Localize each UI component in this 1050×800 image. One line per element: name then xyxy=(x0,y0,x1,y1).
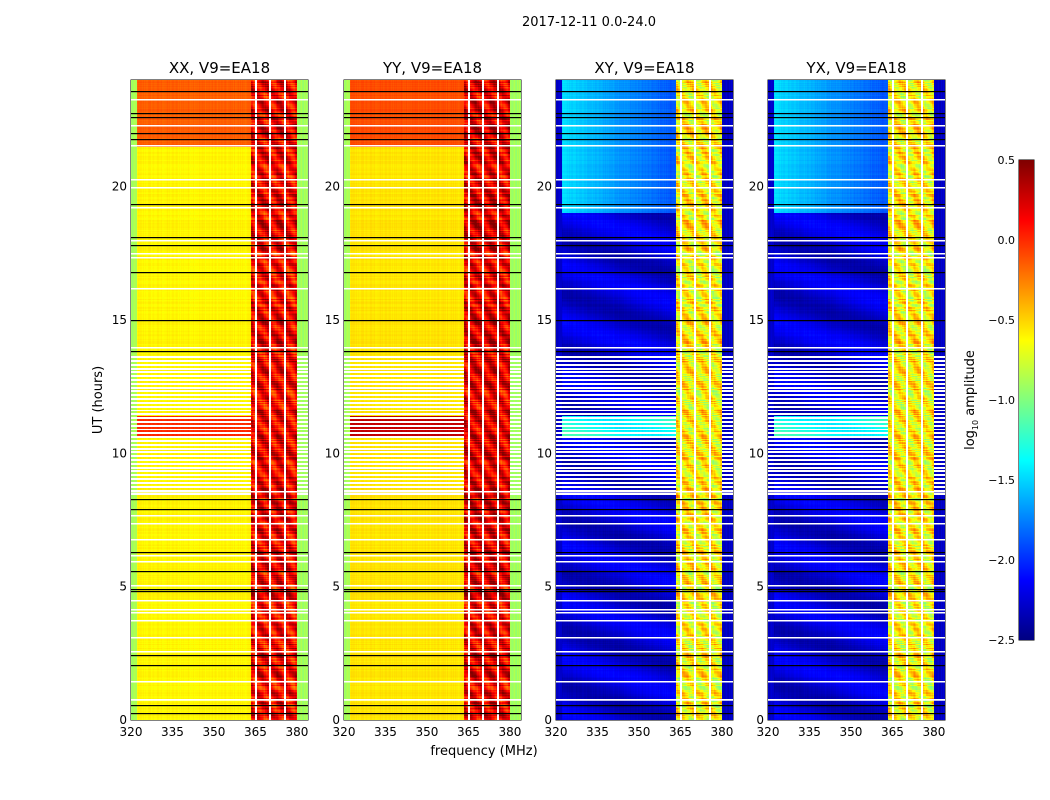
y-tick-label: 10 xyxy=(325,446,340,460)
x-tick-label: 380 xyxy=(922,725,945,739)
x-tick-label: 380 xyxy=(498,725,521,739)
y-tick-label: 15 xyxy=(325,313,340,327)
x-tick-label: 335 xyxy=(374,725,397,739)
colorbar-tick-label: 0.5 xyxy=(998,154,1016,167)
x-tick-label: 335 xyxy=(161,725,184,739)
heatmap-xy xyxy=(556,80,733,720)
x-tick-label: 350 xyxy=(840,725,863,739)
x-axis-label: frequency (MHz) xyxy=(430,744,537,759)
y-tick-label: 20 xyxy=(537,180,552,194)
y-tick-label: 15 xyxy=(749,313,764,327)
y-tick-label: 15 xyxy=(112,313,127,327)
heatmap-xx xyxy=(131,80,308,720)
panel-title: YX, V9=EA18 xyxy=(805,59,906,77)
x-tick-label: 380 xyxy=(710,725,733,739)
panel-title: XY, V9=EA18 xyxy=(594,59,694,77)
y-tick-label: 5 xyxy=(756,580,764,594)
colorbar-tick-label: −1.5 xyxy=(988,474,1015,487)
x-tick-label: 320 xyxy=(757,725,780,739)
colorbar xyxy=(1019,160,1034,640)
y-tick-label: 20 xyxy=(325,180,340,194)
y-tick-label: 15 xyxy=(537,313,552,327)
x-tick-label: 335 xyxy=(798,725,821,739)
colorbar-tick-label: −0.5 xyxy=(988,314,1015,327)
y-tick-label: 10 xyxy=(537,446,552,460)
x-tick-label: 320 xyxy=(545,725,568,739)
x-tick-label: 380 xyxy=(285,725,308,739)
colorbar-tick-label: −2.5 xyxy=(988,634,1015,647)
x-tick-label: 350 xyxy=(203,725,226,739)
y-tick-label: 20 xyxy=(749,180,764,194)
colorbar-label: log10 amplitude xyxy=(963,350,980,450)
x-tick-label: 365 xyxy=(669,725,692,739)
panel-title: XX, V9=EA18 xyxy=(169,59,270,77)
colorbar-tick-label: −1.0 xyxy=(988,394,1015,407)
colorbar-tick-label: 0.0 xyxy=(998,234,1016,247)
x-tick-label: 335 xyxy=(586,725,609,739)
figure-title: 2017-12-11 0.0-24.0 xyxy=(522,15,656,30)
heatmap-yx xyxy=(768,80,945,720)
colorbar-tick-label: −2.0 xyxy=(988,554,1015,567)
x-tick-label: 350 xyxy=(628,725,651,739)
heatmap-yy xyxy=(344,80,521,720)
y-tick-label: 0 xyxy=(756,713,764,727)
x-tick-label: 365 xyxy=(457,725,480,739)
x-tick-label: 320 xyxy=(120,725,143,739)
x-tick-label: 365 xyxy=(881,725,904,739)
y-tick-label: 5 xyxy=(544,580,552,594)
x-tick-label: 320 xyxy=(333,725,356,739)
x-tick-label: 365 xyxy=(244,725,267,739)
y-tick-label: 10 xyxy=(112,446,127,460)
y-tick-label: 5 xyxy=(119,580,127,594)
y-tick-label: 10 xyxy=(749,446,764,460)
y-tick-label: 0 xyxy=(544,713,552,727)
y-tick-label: 0 xyxy=(332,713,340,727)
y-tick-label: 0 xyxy=(119,713,127,727)
y-tick-label: 20 xyxy=(112,180,127,194)
panel-title: YY, V9=EA18 xyxy=(382,59,482,77)
y-tick-label: 5 xyxy=(332,580,340,594)
x-tick-label: 350 xyxy=(416,725,439,739)
y-axis-label: UT (hours) xyxy=(91,366,106,434)
